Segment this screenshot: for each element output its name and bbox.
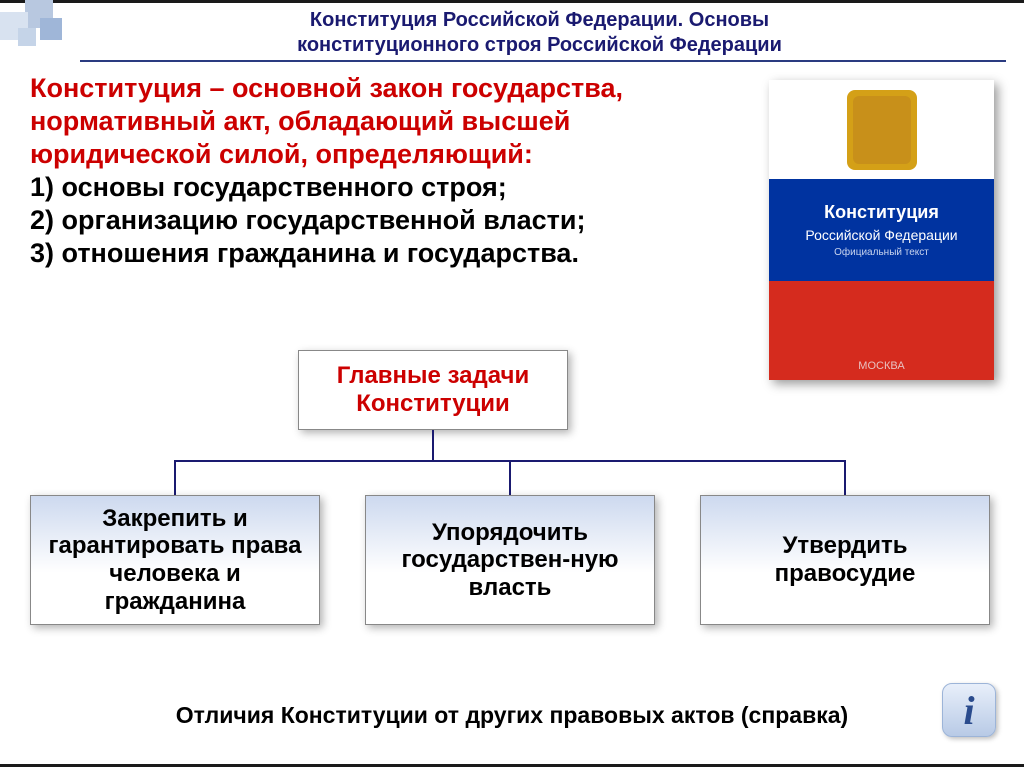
title-line-1: Конституция Российской Федерации. Основы [80,8,999,33]
definition-block: Конституция – основной закон государства… [30,72,695,270]
tree-child-box-2: Упорядочить государствен-ную власть [365,495,655,625]
tree-child-box-3: Утвердить правосудие [700,495,990,625]
definition-point-1: 1) основы государственного строя; [30,172,507,202]
info-glyph: i [963,687,974,734]
constitution-book-cover: Конституция Российской Федерации Официал… [769,80,994,380]
footer-note-text: Отличия Конституции от других правовых а… [176,702,848,728]
definition-point-2: 2) организацию государственной власти; [30,205,585,235]
connector [844,460,846,495]
title-underline [80,60,1006,62]
connector [432,430,434,460]
title-line-2: конституционного строя Российской Федера… [80,33,999,58]
tree-child-label-3: Утвердить правосудие [709,532,981,587]
book-publisher: МОСКВА [858,360,904,372]
book-red-stripe: МОСКВА [769,281,994,380]
slide-title: Конституция Российской Федерации. Основы… [80,8,999,58]
book-title-1: Конституция [769,202,994,223]
coat-of-arms-icon [847,90,917,170]
book-blue-stripe: Конституция Российской Федерации Официал… [769,179,994,281]
definition-point-3: 3) отношения гражданина и государства. [30,238,579,268]
tree-child-box-1: Закрепить и гарантировать права человека… [30,495,320,625]
book-title-2: Российской Федерации [769,227,994,243]
book-white-stripe [769,80,994,179]
corner-decoration [0,0,80,40]
info-icon[interactable]: i [942,683,996,737]
tree-child-label-2: Упорядочить государствен-ную власть [374,519,646,602]
connector [509,460,511,495]
book-subtitle: Официальный текст [769,247,994,258]
frame-border-top [0,0,1024,3]
tree-root-box: Главные задачи Конституции [298,350,568,430]
connector [174,460,176,495]
footer-note: Отличия Конституции от других правовых а… [0,702,1024,729]
tree-child-label-1: Закрепить и гарантировать права человека… [39,505,311,615]
tree-root-label: Главные задачи Конституции [299,362,567,417]
definition-intro: Конституция – основной закон государства… [30,73,623,169]
